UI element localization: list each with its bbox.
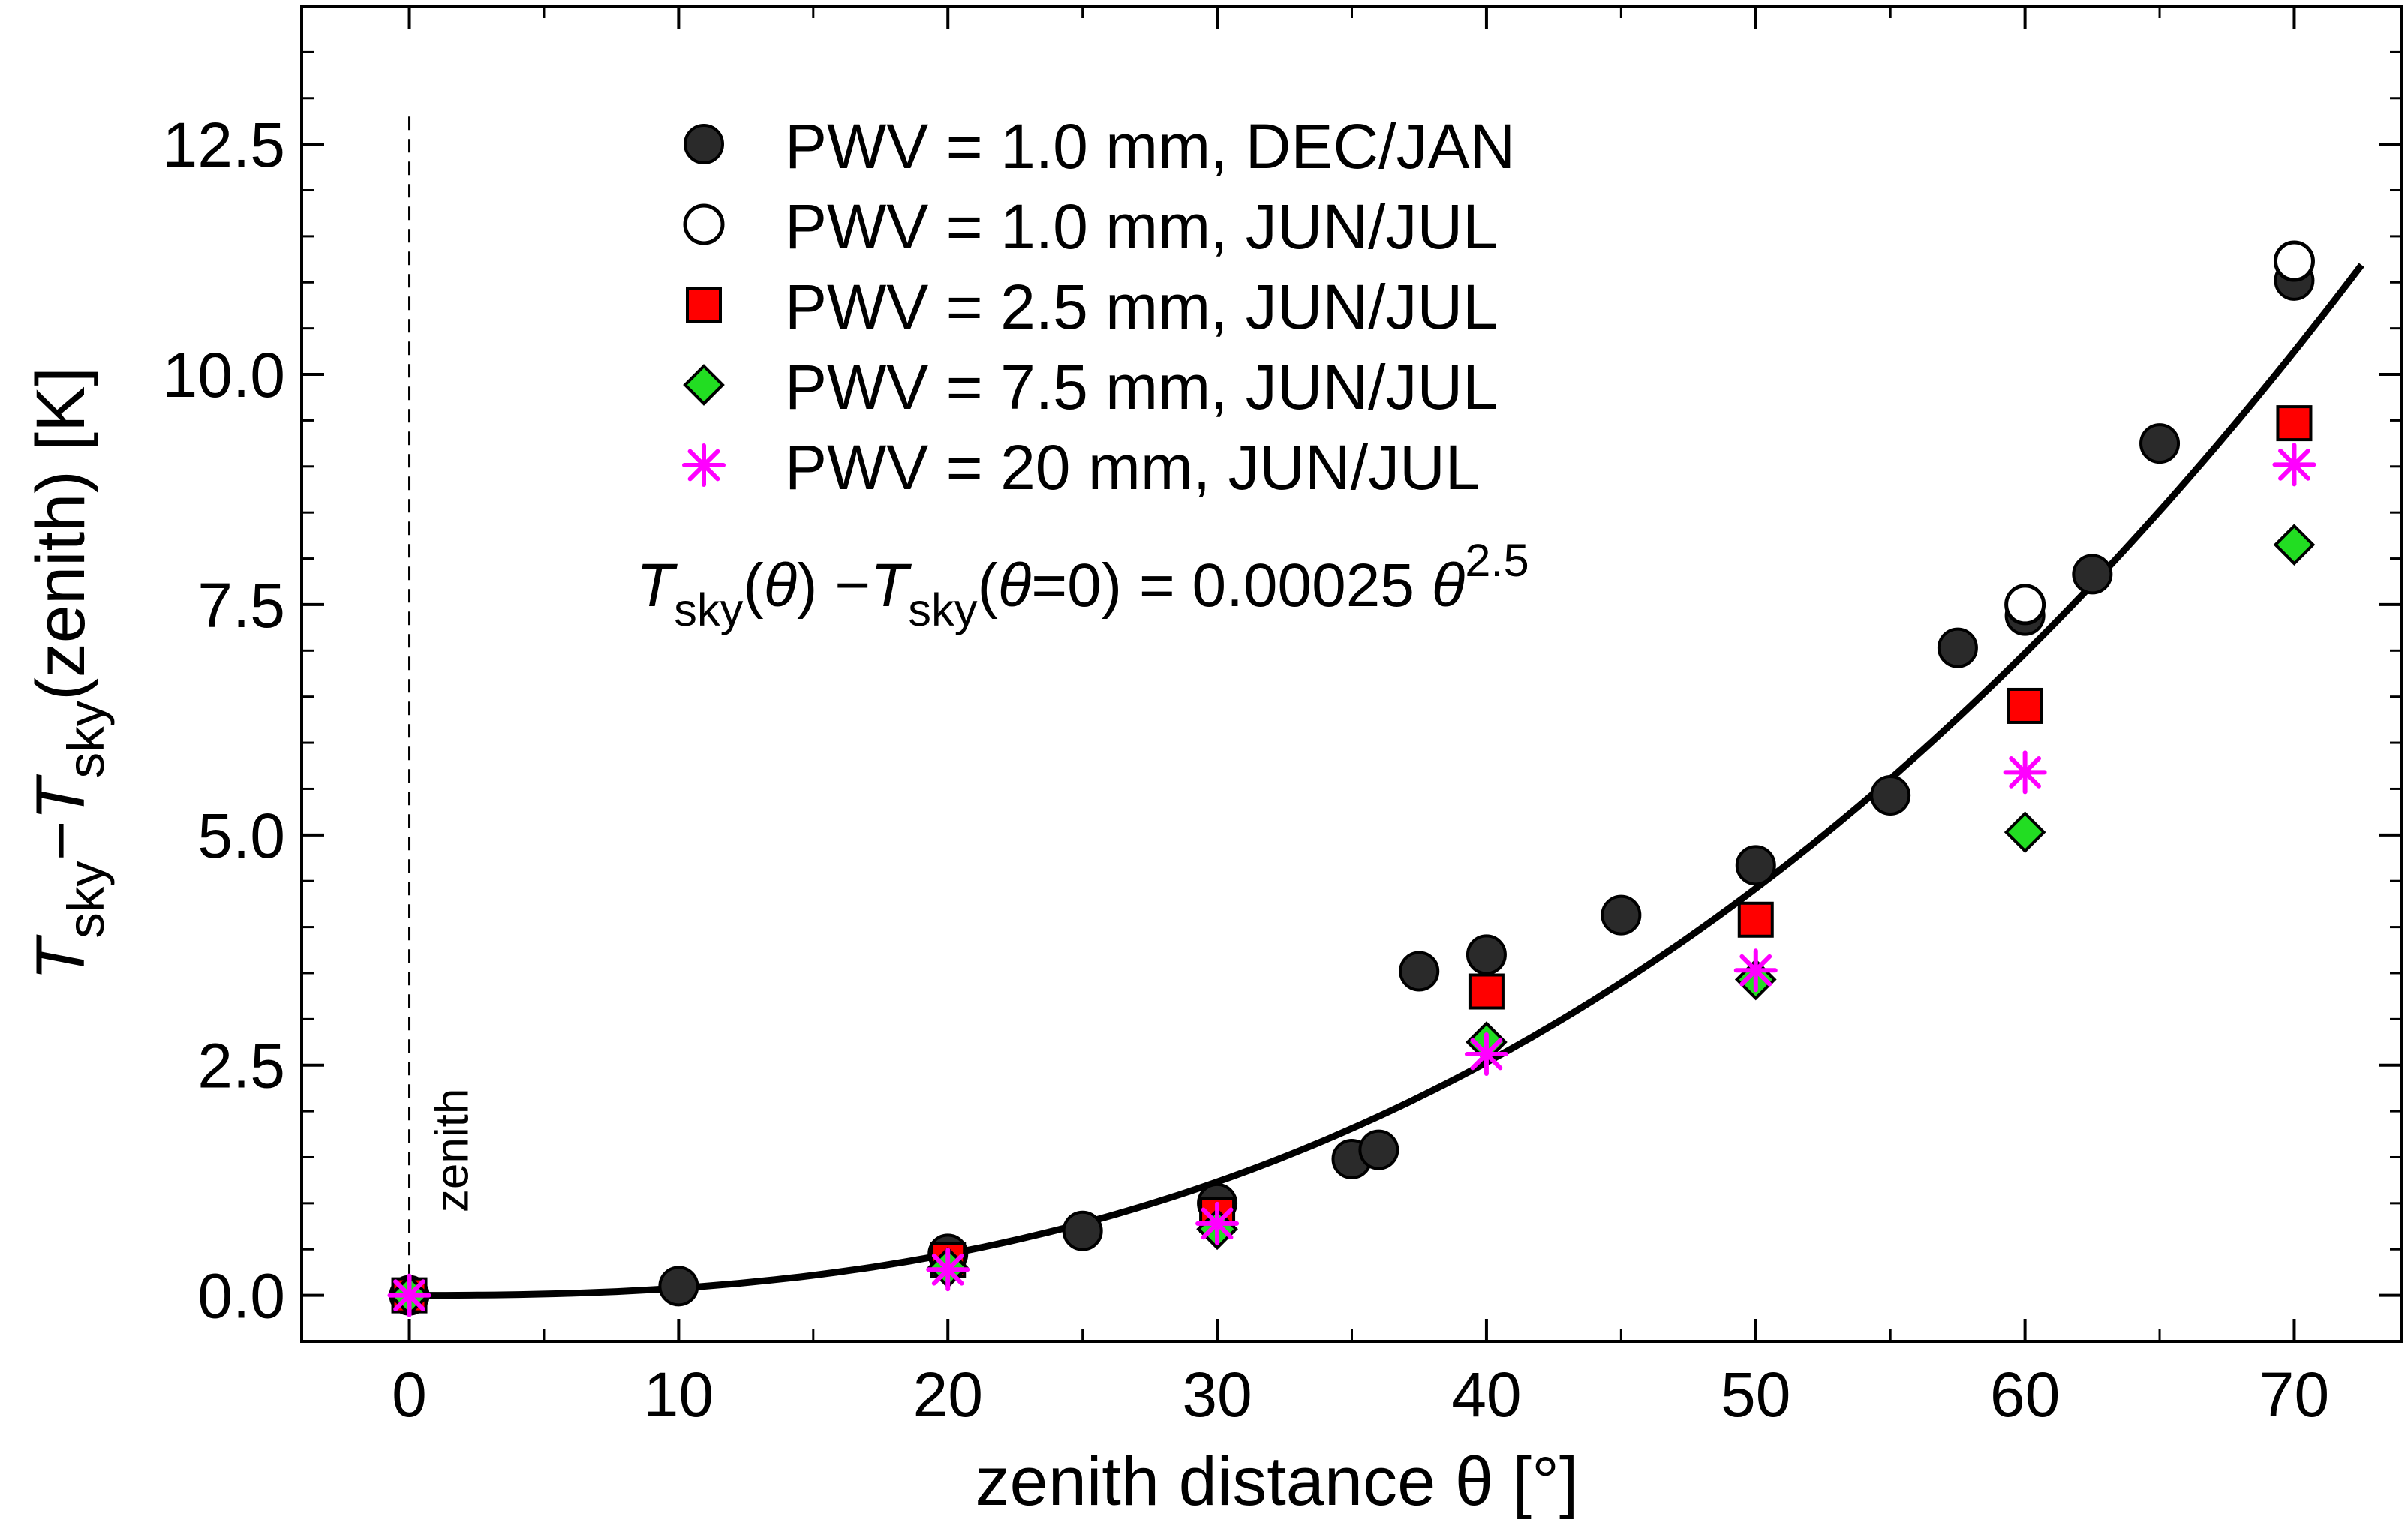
y-tick-label: 10.0 (163, 340, 286, 410)
legend-marker-diamond (683, 364, 725, 406)
text-part: T (870, 551, 912, 620)
data-point-filled-circle (1735, 845, 1776, 886)
legend-item: PWV = 1.0 mm, DEC/JAN (684, 111, 1515, 182)
data-point-asterisk (2003, 750, 2047, 795)
data-point-asterisk (2272, 443, 2316, 487)
data-point-filled-circle (1358, 1129, 1399, 1170)
text-part: sky (57, 861, 115, 939)
tick-labels: 0 10 20 30 40 50 60 70 0.0 2.5 5.0 7.5 10.0 12.5 (163, 110, 2330, 1430)
text-part: ) − (797, 551, 870, 620)
legend-marker-square (686, 287, 722, 323)
text-part: ( (977, 551, 997, 620)
data-point-diamond (2273, 524, 2316, 566)
text-part: sky (57, 700, 115, 778)
data-point-filled-circle (658, 1266, 699, 1307)
x-tick-label: 40 (1451, 1359, 1521, 1430)
text-part: ( (743, 551, 763, 620)
y-tick-label: 2.5 (197, 1031, 285, 1101)
legend-item: PWV = 7.5 mm, JUN/JUL (683, 352, 1498, 422)
data-point-asterisk (387, 1273, 431, 1317)
y-tick-label: 7.5 (197, 570, 285, 641)
y-tick-label: 12.5 (163, 110, 286, 180)
text-part: sky (908, 584, 978, 636)
x-tick-label: 50 (1721, 1359, 1790, 1430)
x-axis-label: zenith distance θ [°] (976, 1443, 1579, 1520)
legend-label: PWV = 7.5 mm, JUN/JUL (785, 352, 1498, 422)
text-part: sky (674, 584, 744, 636)
y-axis-label: Tsky−Tsky(zenith) [K] (23, 367, 115, 981)
data-point-open-circle (2273, 240, 2315, 282)
text-part: =0) = 0.00025 (1031, 551, 1431, 620)
legend-item: PWV = 2.5 mm, JUN/JUL (686, 272, 1498, 342)
data-point-diamond (2004, 811, 2046, 853)
text-part: T (636, 551, 678, 620)
data-point-asterisk (1733, 948, 1778, 993)
data-point-filled-circle (2072, 554, 2113, 595)
text-part: − (23, 821, 99, 861)
x-tick-label: 70 (2259, 1359, 2329, 1430)
legend-marker-open-circle (683, 203, 725, 245)
data-point-filled-circle (1062, 1210, 1103, 1251)
axis-labels: zenith distance θ [°]Tsky−Tsky(zenith) [… (23, 367, 1578, 1520)
fit-formula: Tsky(θ) −Tsky(θ=0) = 0.00025 θ2.5 (636, 535, 1529, 636)
y-tick-label: 5.0 (197, 801, 285, 871)
axis-ticks (302, 5, 2402, 1343)
legend-label: PWV = 1.0 mm, DEC/JAN (785, 111, 1515, 182)
legend-marker-filled-circle (684, 124, 724, 164)
x-tick-label: 20 (913, 1359, 983, 1430)
x-tick-label: 0 (392, 1359, 427, 1430)
text-part: 2.5 (1465, 535, 1529, 587)
data-point-square (1737, 901, 1774, 938)
data-point-filled-circle (2139, 423, 2181, 464)
data-point-asterisk (926, 1248, 970, 1292)
legend-label: PWV = 1.0 mm, JUN/JUL (785, 191, 1498, 262)
text-part: T (23, 774, 99, 821)
fit-formula-text: Tsky(θ) −Tsky(θ=0) = 0.00025 θ2.5 (636, 535, 1529, 636)
data-point-filled-circle (1870, 775, 1911, 816)
data-point-filled-circle (1399, 951, 1440, 992)
data-point-filled-circle (1601, 894, 1642, 936)
data-series (387, 240, 2316, 1317)
fit-curve-group (409, 263, 2364, 1299)
text-part: (zenith) [K] (23, 367, 99, 701)
data-point-asterisk (1195, 1201, 1240, 1245)
x-tick-label: 30 (1182, 1359, 1252, 1430)
data-point-square (2007, 687, 2043, 724)
fit-curve (409, 263, 2364, 1299)
legend-marker-asterisk (682, 443, 726, 487)
data-point-square (2276, 405, 2313, 442)
data-point-filled-circle (1466, 934, 1507, 975)
data-point-filled-circle (1937, 627, 1978, 668)
text-part: T (23, 934, 99, 981)
zenith-label: zenith (427, 1089, 479, 1212)
data-point-open-circle (2004, 584, 2046, 626)
y-tick-label: 0.0 (197, 1261, 285, 1332)
legend-item: PWV = 1.0 mm, JUN/JUL (683, 191, 1498, 262)
zenith-annotation: zenith (408, 116, 479, 1296)
legend-label: PWV = 2.5 mm, JUN/JUL (785, 272, 1498, 342)
text-part: θ (1432, 551, 1465, 620)
legend: PWV = 1.0 mm, DEC/JAN PWV = 1.0 mm, JUN/J… (682, 111, 1515, 503)
x-tick-label: 60 (1990, 1359, 2060, 1430)
text-part: θ (998, 551, 1031, 620)
legend-item: PWV = 20 mm, JUN/JUL (682, 432, 1481, 503)
text-part: θ (764, 551, 797, 620)
x-tick-label: 10 (644, 1359, 714, 1430)
data-point-asterisk (1464, 1032, 1508, 1076)
legend-label: PWV = 20 mm, JUN/JUL (785, 432, 1481, 503)
data-point-square (1468, 973, 1505, 1010)
